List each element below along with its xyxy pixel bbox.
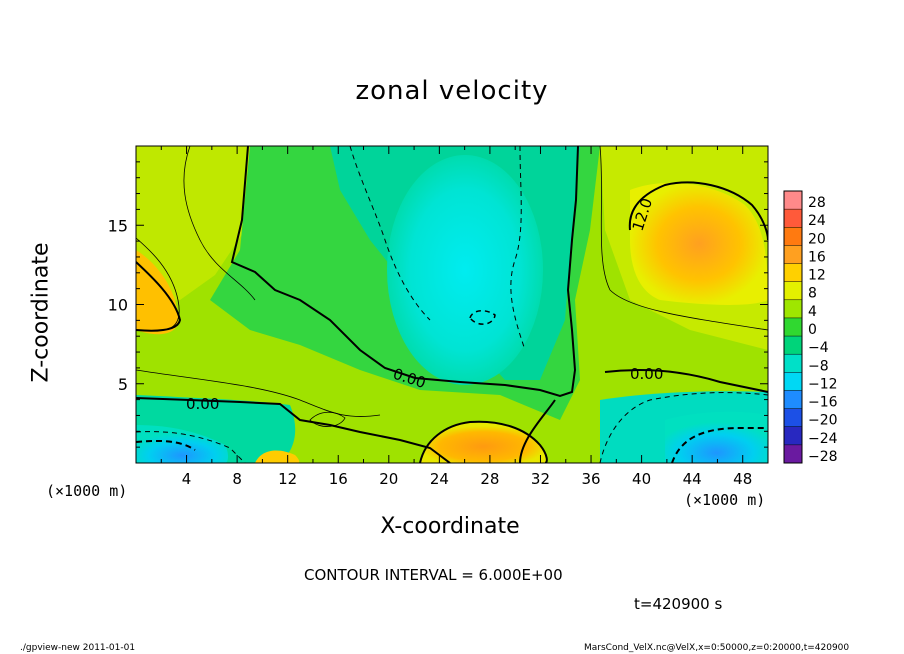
contour-line-zero-lower [136,397,451,463]
x-tick-label: 32 [531,470,550,488]
field-orange-bottom [420,421,547,463]
colorbar-label: 16 [808,249,826,265]
field-orange-right [630,182,768,305]
y-tick-label: 5 [118,375,128,394]
field-cyan-core [387,155,543,385]
colorbar-swatch [784,209,802,228]
colorbar-swatch [784,372,802,391]
colorbar-swatch [784,281,802,300]
heatmap-field [136,146,768,463]
colorbar-label: 8 [808,286,817,302]
contour-line-twelve-bottom [419,420,548,463]
colorbar-label: −28 [808,449,838,465]
contour-line-twelve [628,181,768,241]
y-axis-label: Z-coordinate [28,242,54,383]
colorbar-label: 28 [808,195,826,211]
x-tick-label: 48 [733,470,752,488]
x-tick-label: 12 [278,470,297,488]
colorbar-swatch [784,390,802,409]
x-tick-label: 20 [379,470,398,488]
contour-line [136,369,381,417]
colorbar-label: −4 [808,340,829,356]
contour-label: 0.00 [186,395,219,413]
chart-title: zonal velocity [355,76,549,106]
field-yellowgreen-left [136,146,250,305]
x-tick-label: 16 [329,470,348,488]
colorbar-swatch [784,245,802,264]
x-axis-label: X-coordinate [380,514,520,539]
colorbar-label: 24 [808,213,826,229]
contour-line-dashed [136,431,246,463]
colorbar-label: −16 [808,395,838,411]
colorbar-swatch [784,408,802,427]
contour-interval-text: CONTOUR INTERVAL = 6.000E+00 [304,566,563,584]
colorbar-swatch [784,299,802,318]
colorbar-label: 12 [808,268,826,284]
colorbar-label: −8 [808,358,829,374]
contour-line [309,411,346,427]
colorbar-swatch [784,444,802,463]
colorbar-swatch [784,263,802,282]
x-tick-label: 24 [430,470,449,488]
colorbar-swatch [784,354,802,373]
time-text: t=420900 s [634,595,723,613]
contour-line-dashed-bold [671,427,768,463]
x-tick-label: 36 [581,470,600,488]
colorbar-swatch [784,191,802,210]
contour-line-dashed [599,392,768,463]
x-tick-label: 4 [182,470,192,488]
colorbar-label: −12 [808,376,838,392]
footer-right: MarsCond_VelX.nc@VelX,x=0:50000,z=0:2000… [584,643,850,653]
colorbar-label: −24 [808,431,838,447]
colorbar-swatch [784,426,802,445]
field-blue-bottom-left [136,425,229,463]
contour-line-zero-right [604,369,768,393]
colorbar-label: 0 [808,322,817,338]
contour-line-twelve-left [136,261,182,332]
x-unit-label-right: (×1000 m) [684,491,766,509]
field-blue-bottom-right [665,411,768,463]
x-tick-label: 40 [632,470,651,488]
x-axis: 4 8 12 16 20 24 28 32 36 40 44 48 [160,146,752,488]
colorbar-label: 20 [808,231,826,247]
colorbar-label: 4 [808,304,817,320]
y-tick-label: 10 [108,296,128,315]
contour-line-zero-main [230,146,579,398]
field-yellow-bottom [255,450,300,463]
contour-line [599,146,768,331]
y-axis: 5 10 15 [108,161,768,448]
colorbar-label: −20 [808,413,838,429]
x-unit-label-left: (×1000 m) [46,482,128,500]
colorbar-swatch [784,227,802,246]
colorbar-swatch [784,336,802,355]
contour-line-dashed [510,146,526,351]
contour-line-zero-bottom [519,399,556,463]
x-tick-label: 44 [683,470,702,488]
contour-line-dashed-bold [136,440,196,451]
contour-line [183,146,256,301]
colorbar-swatch [784,317,802,337]
contour-line-dashed [349,146,431,321]
footer-left: ./gpview-new 2011-01-01 [20,643,136,653]
y-tick-label: 15 [108,216,128,235]
x-tick-label: 28 [480,470,499,488]
contour-line-dashed-closed [469,310,496,325]
colorbar: 28 24 20 16 12 8 4 0 −4 −8 −12 −16 −20 −24 −28 [783,190,838,465]
x-tick-label: 8 [232,470,242,488]
contour-label: 0.00 [630,365,663,383]
